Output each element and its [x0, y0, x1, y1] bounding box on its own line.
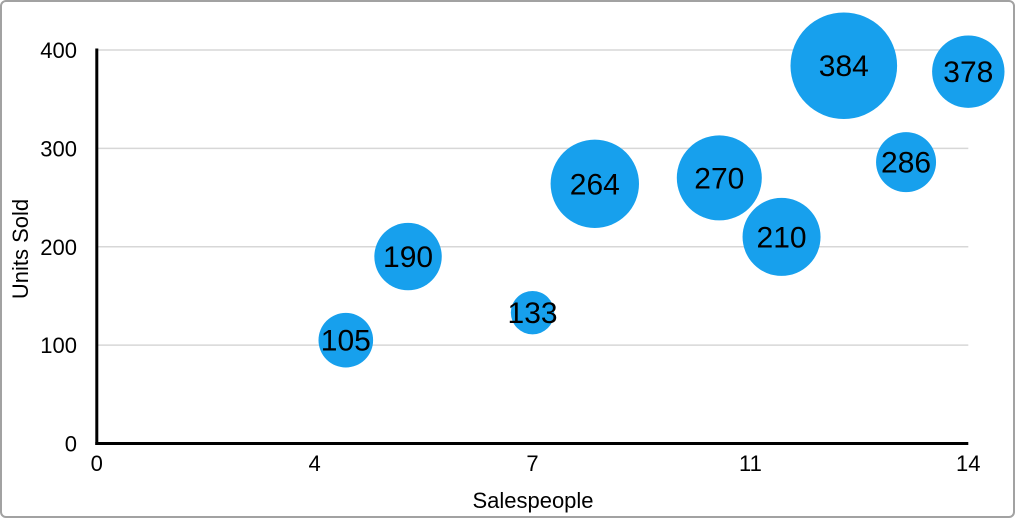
bubble-264[interactable] [550, 139, 639, 228]
bubble-133[interactable] [510, 290, 555, 335]
bubble-value-label-210: 210 [757, 221, 807, 254]
bubble-value-label-190: 190 [383, 241, 433, 274]
y-tick-label-300: 300 [40, 136, 77, 161]
x-tick-label-0: 0 [91, 451, 103, 476]
x-tick-label-7: 7 [526, 451, 538, 476]
bubble-190[interactable] [374, 222, 442, 291]
bubble-270[interactable] [676, 135, 762, 221]
x-tick-label-14: 14 [956, 451, 980, 476]
x-tick-label-11: 11 [739, 451, 762, 476]
bubble-286[interactable] [876, 132, 937, 193]
bubble-value-label-105: 105 [321, 325, 371, 358]
bubble-value-label-270: 270 [694, 162, 744, 195]
bubble-value-label-384: 384 [819, 50, 869, 83]
y-axis-title: Units Sold [8, 198, 33, 300]
bubble-378[interactable] [932, 35, 1005, 108]
bubble-value-label-133: 133 [508, 297, 558, 330]
y-tick-label-0: 0 [65, 432, 77, 457]
bubble-value-label-378: 378 [943, 56, 993, 89]
bubble-210[interactable] [742, 197, 821, 276]
bubble-value-label-286: 286 [881, 147, 931, 180]
bubble-384[interactable] [790, 12, 898, 120]
bubble-value-label-264: 264 [570, 168, 620, 201]
y-tick-label-200: 200 [40, 235, 77, 260]
x-tick-label-4: 4 [309, 451, 321, 476]
y-tick-label-400: 400 [40, 38, 77, 63]
y-tick-label-100: 100 [40, 333, 77, 358]
x-axis-title: Salespeople [472, 488, 594, 513]
bubble-105[interactable] [318, 312, 374, 368]
